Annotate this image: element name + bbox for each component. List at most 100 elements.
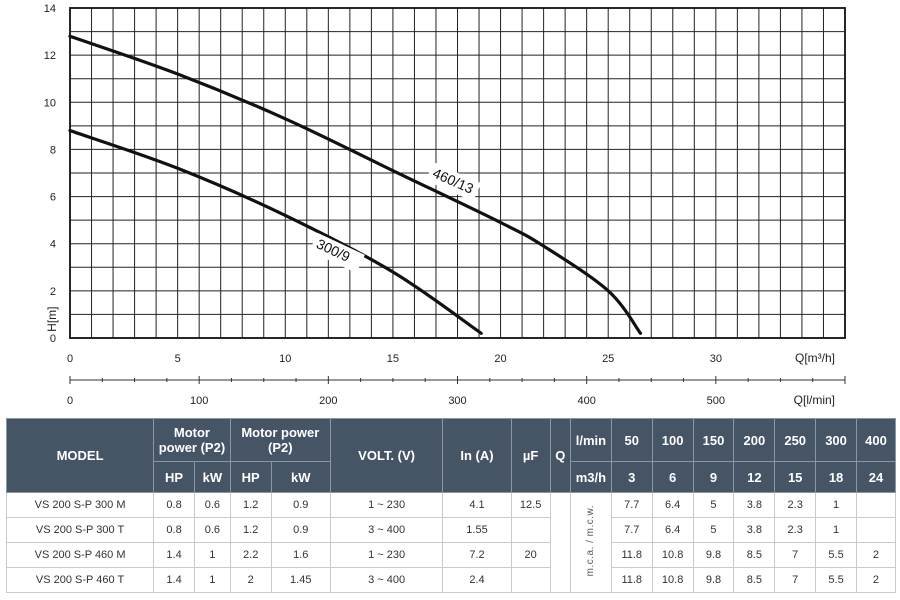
cell-head [855, 517, 897, 543]
cell-kw2: 0.9 [270, 517, 331, 543]
cell-model: VS 200 S-P 300 M [5, 492, 155, 518]
cell-head: 10.8 [651, 567, 694, 593]
cell-hp2: 1.2 [229, 492, 272, 518]
x-axis-label-m3h: Q[m³/h] [795, 351, 835, 365]
header-motor-power-2: Motor power (P2) [229, 418, 331, 462]
cell-head: 2.3 [774, 492, 817, 518]
header-m3h: m3/h [569, 461, 612, 493]
cell-head: 2.3 [774, 517, 817, 543]
cell-volt: 3 ~ 400 [329, 517, 444, 543]
spec-table: MODEL Motor power (P2) Motor power (P2) … [5, 418, 897, 593]
cell-head: 1 [815, 492, 857, 518]
cell-kw1: 0.6 [193, 492, 231, 518]
header-m3h-value: 15 [774, 461, 817, 493]
x-tick-label-m3h: 10 [279, 353, 291, 365]
cell-q-unit [549, 492, 571, 593]
pump-curve-chart: 0 2 4 6 8 10 12 14 H[m] 0 5 10 15 20 25 30 Q[m³/h] 0 100 20… [44, 3, 846, 407]
cell-head: 8.5 [733, 542, 776, 568]
cell-unit-label: m.c.a. / m.c.w. [569, 492, 612, 593]
cell-hp1: 0.8 [153, 492, 195, 518]
cell-head: 6.4 [651, 517, 694, 543]
curve-label-bg [425, 162, 482, 202]
cell-in: 1.55 [442, 517, 512, 543]
header-lmin: l/min [569, 418, 612, 462]
y-tick-label: 8 [50, 144, 56, 156]
x-tick-label-lmin: 200 [319, 395, 337, 407]
cell-uf: 12.5 [510, 492, 551, 518]
x-tick-label-lmin: 0 [67, 395, 73, 407]
header-kw: kW [270, 461, 331, 493]
cell-head: 5 [692, 517, 735, 543]
cell-head: 5.5 [815, 542, 857, 568]
x-axis-label-lmin: Q[l/min] [794, 393, 835, 407]
series-curve [68, 128, 483, 335]
cell-kw2: 1.6 [270, 542, 331, 568]
x-tick-label-m3h: 15 [387, 353, 399, 365]
x-tick-label-m3h: 25 [602, 353, 614, 365]
x-tick-label-lmin: 100 [190, 395, 208, 407]
cell-model: VS 200 S-P 460 M [5, 542, 155, 568]
cell-head: 9.8 [692, 542, 735, 568]
header-uf: µF [510, 418, 551, 493]
plot-frame [69, 7, 846, 339]
table-row: VS 200 S-P 460 M 1.4 1 2.2 1.6 1 ~ 230 7… [5, 542, 897, 568]
cell-in: 4.1 [442, 492, 512, 518]
cell-volt: 1 ~ 230 [329, 542, 444, 568]
cell-head: 3.8 [733, 517, 776, 543]
header-lmin-value: 150 [692, 418, 735, 462]
series [68, 34, 643, 335]
header-kw: kW [193, 461, 231, 493]
x-tick-label-lmin: 400 [577, 395, 595, 407]
cell-head: 7 [774, 542, 817, 568]
cell-head: 9.8 [692, 567, 735, 593]
cell-volt: 3 ~ 400 [329, 567, 444, 593]
x-tick-label-m3h: 0 [67, 353, 73, 365]
cell-head: 1 [815, 517, 857, 543]
header-model: MODEL [5, 418, 155, 493]
y-tick-label: 14 [44, 3, 56, 15]
header-m3h-value: 9 [692, 461, 735, 493]
x-tick-label-m3h: 20 [494, 353, 506, 365]
y-tick-label: 2 [50, 286, 56, 298]
header-lmin-value: 50 [610, 418, 653, 462]
cell-hp2: 2 [229, 567, 272, 593]
cell-model: VS 200 S-P 300 T [5, 517, 155, 543]
table-row: VS 200 S-P 300 T 0.8 0.6 1.2 0.9 3 ~ 400… [5, 517, 897, 543]
header-hp: HP [153, 461, 195, 493]
y-tick-label: 12 [44, 50, 56, 62]
cell-head: 8.5 [733, 567, 776, 593]
table-row: VS 200 S-P 460 T 1.4 1 2 1.45 3 ~ 400 2.… [5, 567, 897, 593]
cell-kw1: 1 [193, 567, 231, 593]
header-lmin-value: 300 [815, 418, 857, 462]
header-lmin-value: 400 [855, 418, 897, 462]
cell-uf: 20 [510, 542, 551, 568]
axes [69, 7, 846, 384]
x-tick-label-lmin: 300 [448, 395, 466, 407]
header-lmin-value: 250 [774, 418, 817, 462]
cell-hp2: 1.2 [229, 517, 272, 543]
cell-kw2: 1.45 [270, 567, 331, 593]
cell-hp2: 2.2 [229, 542, 272, 568]
cell-kw1: 1 [193, 542, 231, 568]
cell-head: 7.7 [610, 492, 653, 518]
series-curve [68, 34, 643, 335]
cell-volt: 1 ~ 230 [329, 492, 444, 518]
header-motor-power-1: Motor power (P2) [153, 418, 231, 462]
cell-model: VS 200 S-P 460 T [5, 567, 155, 593]
cell-head: 2 [855, 567, 897, 593]
header-hp: HP [229, 461, 272, 493]
cell-head: 7 [774, 567, 817, 593]
cell-head: 10.8 [651, 542, 694, 568]
header-m3h-value: 12 [733, 461, 776, 493]
header-in: In (A) [442, 418, 512, 493]
header-m3h-value: 6 [651, 461, 694, 493]
header-m3h-value: 3 [610, 461, 653, 493]
y-tick-label: 0 [50, 333, 56, 345]
y-tick-label: 10 [44, 97, 56, 109]
header-m3h-value: 18 [815, 461, 857, 493]
x-tick-label-m3h: 30 [710, 353, 722, 365]
cell-hp1: 0.8 [153, 517, 195, 543]
cell-head: 6.4 [651, 492, 694, 518]
cell-kw1: 0.6 [193, 517, 231, 543]
cell-in: 2.4 [442, 567, 512, 593]
